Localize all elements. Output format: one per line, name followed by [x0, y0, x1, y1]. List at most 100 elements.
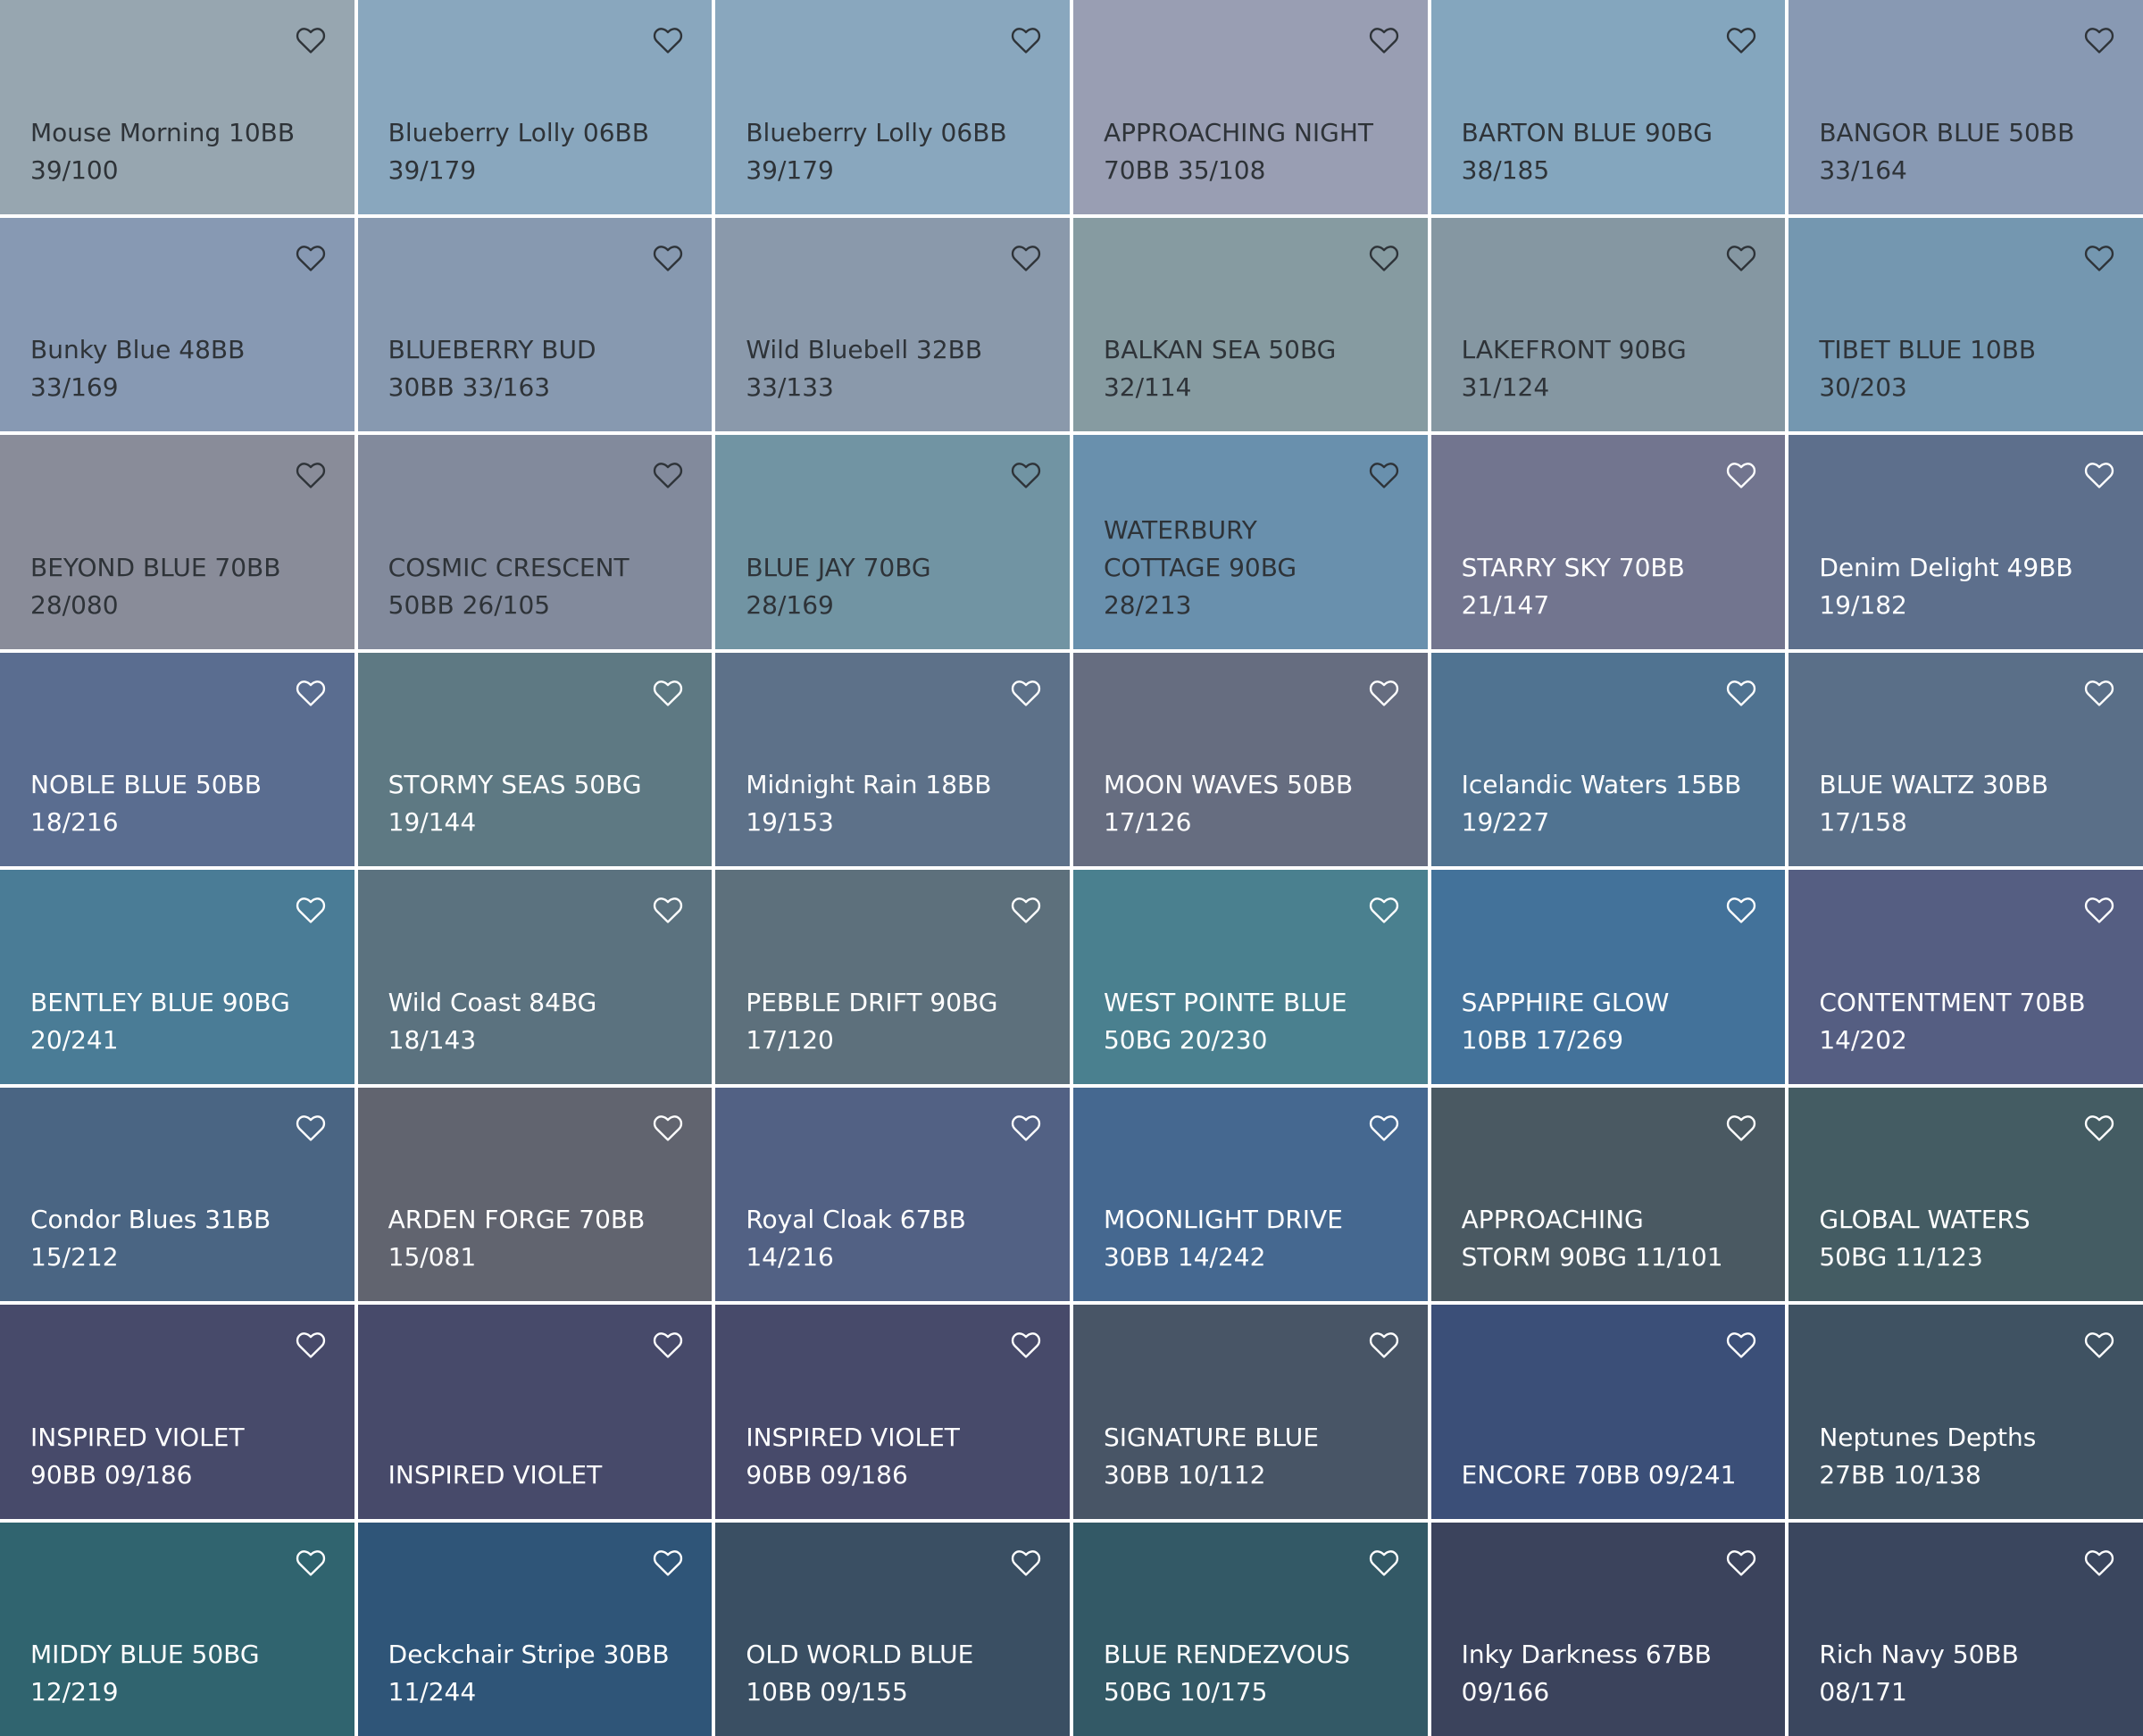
favorite-button[interactable]: [1367, 458, 1401, 492]
color-swatch[interactable]: WEST POINTE BLUE 50BG 20/230: [1072, 870, 1428, 1084]
favorite-button[interactable]: [294, 893, 328, 927]
favorite-button[interactable]: [1367, 893, 1401, 927]
favorite-button[interactable]: [1724, 1328, 1758, 1362]
color-swatch[interactable]: NOBLE BLUE 50BB 18/216: [0, 652, 354, 866]
favorite-button[interactable]: [1367, 23, 1401, 57]
favorite-button[interactable]: [2082, 23, 2116, 57]
favorite-button[interactable]: [1009, 1546, 1043, 1580]
color-swatch[interactable]: STARRY SKY 70BB 21/147: [1430, 435, 1786, 649]
favorite-button[interactable]: [2082, 1111, 2116, 1145]
color-swatch[interactable]: MOON WAVES 50BB 17/126: [1072, 652, 1428, 866]
favorite-button[interactable]: [294, 1111, 328, 1145]
color-swatch[interactable]: GLOBAL WATERS 50BG 11/123: [1789, 1087, 2143, 1301]
color-swatch[interactable]: TIBET BLUE 10BB 30/203: [1789, 217, 2143, 431]
color-swatch[interactable]: INSPIRED VIOLET: [357, 1305, 713, 1519]
color-swatch[interactable]: BANGOR BLUE 50BB 33/164: [1789, 0, 2143, 214]
heart-icon: [654, 1549, 683, 1576]
color-swatch[interactable]: INSPIRED VIOLET 90BB 09/186: [715, 1305, 1070, 1519]
favorite-button[interactable]: [294, 23, 328, 57]
color-swatch[interactable]: Blueberry Lolly 06BB 39/179: [357, 0, 713, 214]
favorite-button[interactable]: [1367, 676, 1401, 710]
color-swatch[interactable]: LAKEFRONT 90BG 31/124: [1430, 217, 1786, 431]
color-swatch[interactable]: Deckchair Stripe 30BB 11/244: [357, 1522, 713, 1736]
color-swatch[interactable]: Denim Delight 49BB 19/182: [1789, 435, 2143, 649]
favorite-button[interactable]: [1009, 1111, 1043, 1145]
color-swatch[interactable]: Inky Darkness 67BB 09/166: [1430, 1522, 1786, 1736]
color-swatch[interactable]: COSMIC CRESCENT 50BB 26/105: [357, 435, 713, 649]
favorite-button[interactable]: [651, 1328, 685, 1362]
favorite-button[interactable]: [294, 241, 328, 275]
favorite-button[interactable]: [2082, 458, 2116, 492]
color-swatch[interactable]: Royal Cloak 67BB 14/216: [715, 1087, 1070, 1301]
color-swatch[interactable]: Condor Blues 31BB 15/212: [0, 1087, 354, 1301]
favorite-button[interactable]: [2082, 1546, 2116, 1580]
favorite-button[interactable]: [1724, 893, 1758, 927]
favorite-button[interactable]: [651, 23, 685, 57]
color-swatch[interactable]: APPROACHING STORM 90BG 11/101: [1430, 1087, 1786, 1301]
favorite-button[interactable]: [1009, 676, 1043, 710]
favorite-button[interactable]: [1009, 241, 1043, 275]
favorite-button[interactable]: [1009, 458, 1043, 492]
color-swatch[interactable]: BLUE JAY 70BG 28/169: [715, 435, 1070, 649]
color-swatch[interactable]: MOONLIGHT DRIVE 30BB 14/242: [1072, 1087, 1428, 1301]
favorite-button[interactable]: [1009, 893, 1043, 927]
color-swatch[interactable]: ARDEN FORGE 70BB 15/081: [357, 1087, 713, 1301]
color-swatch[interactable]: Wild Bluebell 32BB 33/133: [715, 217, 1070, 431]
color-swatch[interactable]: BENTLEY BLUE 90BG 20/241: [0, 870, 354, 1084]
favorite-button[interactable]: [294, 1328, 328, 1362]
color-swatch[interactable]: CONTENTMENT 70BB 14/202: [1789, 870, 2143, 1084]
color-swatch[interactable]: Mouse Morning 10BB 39/100: [0, 0, 354, 214]
color-swatch[interactable]: ENCORE 70BB 09/241: [1430, 1305, 1786, 1519]
favorite-button[interactable]: [294, 1546, 328, 1580]
favorite-button[interactable]: [651, 241, 685, 275]
color-swatch[interactable]: BLUE RENDEZVOUS 50BG 10/175: [1072, 1522, 1428, 1736]
color-swatch[interactable]: MIDDY BLUE 50BG 12/219: [0, 1522, 354, 1736]
favorite-button[interactable]: [1724, 23, 1758, 57]
color-swatch[interactable]: WATERBURY COTTAGE 90BG 28/213: [1072, 435, 1428, 649]
favorite-button[interactable]: [651, 1111, 685, 1145]
heart-icon: [296, 463, 325, 488]
favorite-button[interactable]: [1724, 1546, 1758, 1580]
color-swatch[interactable]: APPROACHING NIGHT 70BB 35/108: [1072, 0, 1428, 214]
favorite-button[interactable]: [1367, 1111, 1401, 1145]
favorite-button[interactable]: [1367, 1328, 1401, 1362]
favorite-button[interactable]: [1367, 1546, 1401, 1580]
color-swatch[interactable]: BLUE WALTZ 30BB 17/158: [1789, 652, 2143, 866]
favorite-button[interactable]: [651, 676, 685, 710]
favorite-button[interactable]: [651, 893, 685, 927]
favorite-button[interactable]: [1724, 458, 1758, 492]
heart-icon: [1727, 1549, 1756, 1576]
favorite-button[interactable]: [1724, 241, 1758, 275]
swatch-label: BALKAN SEA 50BG 32/114: [1104, 331, 1410, 406]
color-swatch[interactable]: SIGNATURE BLUE 30BB 10/112: [1072, 1305, 1428, 1519]
color-swatch[interactable]: OLD WORLD BLUE 10BB 09/155: [715, 1522, 1070, 1736]
color-swatch[interactable]: Rich Navy 50BB 08/171: [1789, 1522, 2143, 1736]
favorite-button[interactable]: [2082, 241, 2116, 275]
favorite-button[interactable]: [651, 1546, 685, 1580]
favorite-button[interactable]: [651, 458, 685, 492]
favorite-button[interactable]: [1724, 1111, 1758, 1145]
color-swatch[interactable]: Blueberry Lolly 06BB 39/179: [715, 0, 1070, 214]
color-swatch[interactable]: Icelandic Waters 15BB 19/227: [1430, 652, 1786, 866]
color-swatch[interactable]: BALKAN SEA 50BG 32/114: [1072, 217, 1428, 431]
favorite-button[interactable]: [294, 458, 328, 492]
color-swatch[interactable]: Midnight Rain 18BB 19/153: [715, 652, 1070, 866]
color-swatch[interactable]: BLUEBERRY BUD 30BB 33/163: [357, 217, 713, 431]
favorite-button[interactable]: [1724, 676, 1758, 710]
color-swatch[interactable]: BARTON BLUE 90BG 38/185: [1430, 0, 1786, 214]
favorite-button[interactable]: [2082, 893, 2116, 927]
color-swatch[interactable]: SAPPHIRE GLOW 10BB 17/269: [1430, 870, 1786, 1084]
color-swatch[interactable]: STORMY SEAS 50BG 19/144: [357, 652, 713, 866]
color-swatch[interactable]: BEYOND BLUE 70BB 28/080: [0, 435, 354, 649]
favorite-button[interactable]: [294, 676, 328, 710]
favorite-button[interactable]: [1009, 23, 1043, 57]
color-swatch[interactable]: INSPIRED VIOLET 90BB 09/186: [0, 1305, 354, 1519]
color-swatch[interactable]: Neptunes Depths 27BB 10/138: [1789, 1305, 2143, 1519]
favorite-button[interactable]: [2082, 676, 2116, 710]
color-swatch[interactable]: Bunky Blue 48BB 33/169: [0, 217, 354, 431]
color-swatch[interactable]: Wild Coast 84BG 18/143: [357, 870, 713, 1084]
favorite-button[interactable]: [2082, 1328, 2116, 1362]
favorite-button[interactable]: [1009, 1328, 1043, 1362]
favorite-button[interactable]: [1367, 241, 1401, 275]
color-swatch[interactable]: PEBBLE DRIFT 90BG 17/120: [715, 870, 1070, 1084]
